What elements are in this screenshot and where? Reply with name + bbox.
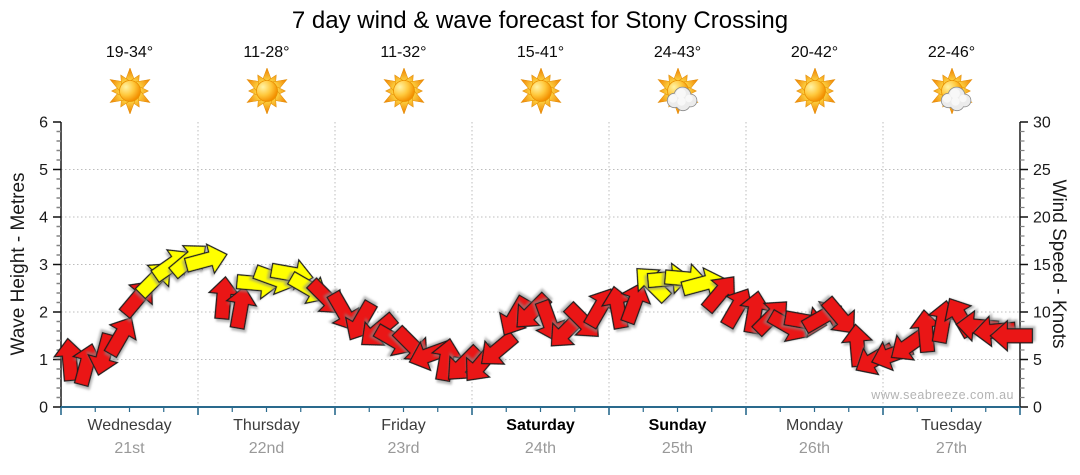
day-temp-range: 19-34° xyxy=(105,44,154,61)
sunny-icon xyxy=(519,67,562,115)
right-tick-label: 5 xyxy=(1033,352,1042,369)
day-name: Saturday xyxy=(506,417,575,434)
wind-arrow xyxy=(225,285,258,330)
right-tick-label: 15 xyxy=(1033,257,1051,274)
day-temp-range: 15-41° xyxy=(516,44,565,61)
cloud xyxy=(940,86,971,112)
axes: 0 1 2 3 4 5 6 0 5 10 15 20 25 30 xyxy=(39,115,1051,417)
day-date: 25th xyxy=(661,440,694,457)
left-tick-label: 0 xyxy=(39,400,48,417)
left-tick-label: 2 xyxy=(39,305,48,322)
wind-arrow xyxy=(498,294,533,336)
day-name: Thursday xyxy=(233,417,300,434)
day-temp-range: 11-28° xyxy=(243,44,290,61)
day-temp-range: 24-43° xyxy=(653,44,702,61)
cloud xyxy=(666,86,697,112)
day-name: Tuesday xyxy=(921,417,982,434)
right-tick-label: 0 xyxy=(1033,400,1042,417)
page-title: 7 day wind & wave forecast for Stony Cro… xyxy=(291,7,789,34)
wind-arrow xyxy=(620,281,652,326)
day-name: Friday xyxy=(381,417,426,434)
partly-cloudy-icon xyxy=(930,67,973,115)
left-tick-label: 5 xyxy=(39,162,48,179)
wind-arrow xyxy=(183,243,228,275)
wind-arrow xyxy=(989,319,1034,353)
right-tick-label: 20 xyxy=(1033,210,1051,227)
day-temp-range: 20-42° xyxy=(790,44,839,61)
left-tick-label: 1 xyxy=(39,352,48,369)
day-date: 21st xyxy=(114,440,145,457)
wind-arrows xyxy=(52,243,1034,388)
day-date: 23rd xyxy=(387,440,420,457)
day-date: 27th xyxy=(935,440,968,457)
watermark: www.seabreeze.com.au xyxy=(871,388,1014,402)
day-date: 22nd xyxy=(248,440,285,457)
wind-arrow xyxy=(480,330,520,365)
wind-arrow xyxy=(820,295,855,334)
day-name: Monday xyxy=(786,417,843,434)
right-tick-label: 25 xyxy=(1033,162,1051,179)
day-date: 24th xyxy=(524,440,557,457)
sunny-icon xyxy=(793,67,836,115)
left-tick-label: 3 xyxy=(39,257,48,274)
partly-cloudy-icon xyxy=(656,67,699,115)
day-temp-range: 22-46° xyxy=(927,44,976,61)
sunny-icon xyxy=(108,67,151,115)
sunny-icon xyxy=(245,67,288,115)
day-date: 26th xyxy=(798,440,831,457)
sunny-icon xyxy=(382,67,425,115)
right-tick-label: 10 xyxy=(1033,305,1051,322)
day-name: Sunday xyxy=(648,417,707,434)
day-temp-range: 11-32° xyxy=(380,44,427,61)
left-tick-label: 6 xyxy=(39,115,48,132)
day-name: Wednesday xyxy=(87,417,172,434)
wind-arrow xyxy=(103,316,137,359)
right-tick-label: 30 xyxy=(1033,115,1051,132)
left-tick-label: 4 xyxy=(39,210,48,227)
